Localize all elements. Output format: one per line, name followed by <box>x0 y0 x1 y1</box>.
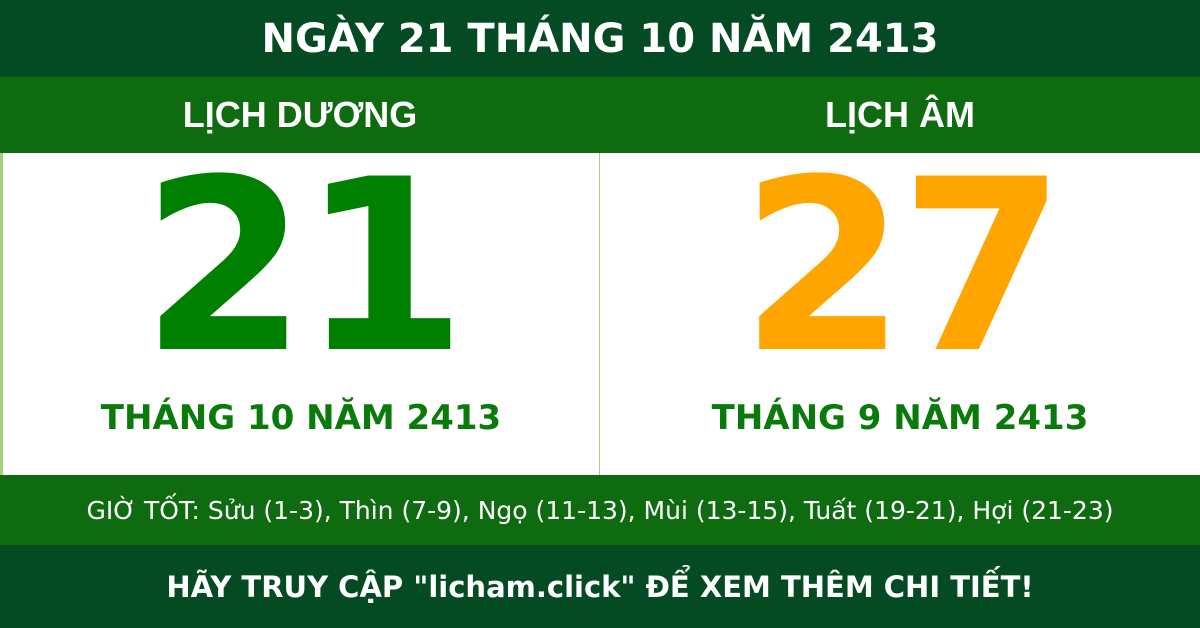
page-title: NGÀY 21 THÁNG 10 NĂM 2413 <box>0 0 1200 77</box>
calendar-body: 21 THÁNG 10 NĂM 2413 27 THÁNG 9 NĂM 2413 <box>0 143 1200 475</box>
lunar-panel: 27 THÁNG 9 NĂM 2413 <box>600 143 1200 475</box>
good-hours: GIỜ TỐT: Sửu (1-3), Thìn (7-9), Ngọ (11-… <box>0 475 1200 545</box>
solar-panel: 21 THÁNG 10 NĂM 2413 <box>0 143 600 475</box>
footer-cta: HÃY TRUY CẬP "licham.click" ĐỂ XEM THÊM … <box>0 545 1200 628</box>
solar-day: 21 <box>141 129 466 406</box>
solar-month-year: THÁNG 10 NĂM 2413 <box>100 398 502 438</box>
calendar-headings: LỊCH DƯƠNG LỊCH ÂM <box>0 77 1200 153</box>
lunar-heading: LỊCH ÂM <box>825 94 975 135</box>
lunar-month-year: THÁNG 9 NĂM 2413 <box>711 398 1089 438</box>
lunar-day: 27 <box>740 129 1065 406</box>
solar-heading: LỊCH DƯƠNG <box>182 94 418 135</box>
